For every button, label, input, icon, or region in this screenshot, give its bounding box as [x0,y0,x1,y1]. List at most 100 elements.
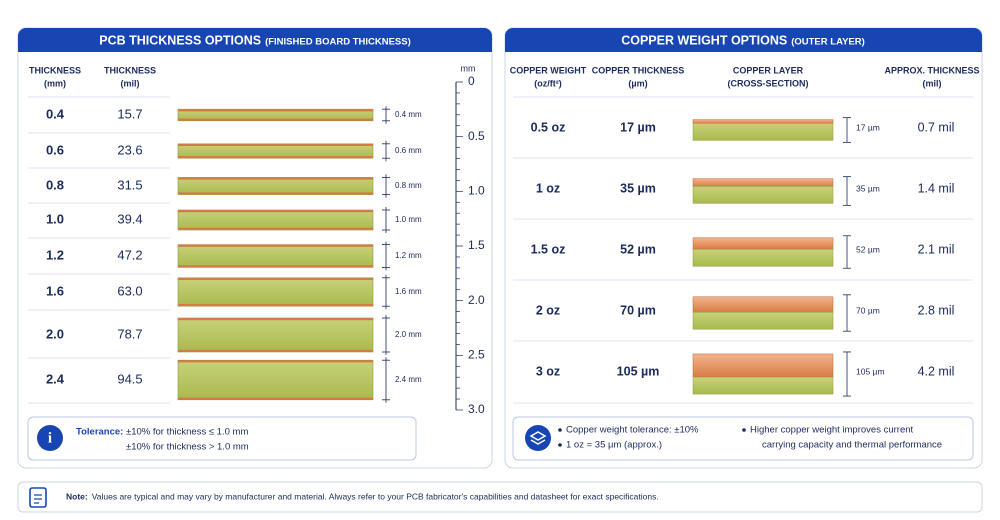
thickness-mm: 0.4 [46,106,65,121]
board-core [177,277,374,307]
core-layer [692,248,834,267]
board-core [177,317,374,353]
board-core [177,209,374,231]
dimension-label: 52 µm [856,244,880,254]
column-header: (mil) [121,78,140,88]
column-header: COPPER LAYER [733,65,804,75]
note-icon-lines [34,494,42,504]
copper-weight: 0.5 oz [531,120,566,134]
note-label: Note: [66,491,88,501]
board-copper-bottom [178,156,373,159]
ruler-label: 1.5 [468,238,485,252]
dimension-label: 0.6 mm [395,146,422,155]
column-header: APPROX. THICKNESS [884,65,979,75]
copper-thickness: 35 µm [620,181,656,195]
thickness-mm: 1.2 [46,247,64,262]
layers-icon [525,425,551,451]
column-header: (mm) [44,78,66,88]
dimension-label: 17 µm [856,122,880,132]
copper-layer [692,119,834,124]
thickness-mil: 63.0 [117,283,142,298]
core-layer [692,186,834,204]
tolerance-line: ±10% for thickness > 1.0 mm [126,442,249,453]
thickness-mil: 78.7 [117,326,142,341]
column-header: THICKNESS [104,65,156,75]
board-copper-bottom [178,192,373,195]
board-core [177,177,374,195]
layers-glyph [529,431,547,445]
board-copper-bottom [178,227,373,230]
board-copper-top [178,177,373,180]
copper-layer [692,296,834,313]
info-text: Higher copper weight improves current [750,425,914,436]
board-copper-bottom [178,304,373,307]
board-core [177,359,374,401]
board-copper-top [178,244,373,247]
ruler-unit: mm [461,63,476,73]
tolerance-label: Tolerance: [76,427,123,438]
copper-weight: 2 oz [536,303,560,317]
dimension-label: 2.0 mm [395,330,422,339]
info-icon [37,425,63,451]
copper-weight: 1 oz [536,181,560,195]
copper-thickness: 17 µm [620,120,656,134]
dimension-label: 1.2 mm [395,251,422,260]
thickness-mm: 1.6 [46,283,64,298]
info-box [512,416,974,461]
thickness-mm: 0.8 [46,177,64,192]
ruler-label: 0.5 [468,129,485,143]
copper-layer [692,178,834,187]
approx-thickness: 4.2 mil [918,364,955,378]
thickness-mm: 2.0 [46,326,64,341]
note-box [17,481,983,513]
thickness-mil: 94.5 [117,371,142,386]
thickness-mm: 2.4 [46,371,65,386]
column-header: (CROSS-SECTION) [728,78,809,88]
copper-layer [692,353,834,378]
ruler-label: 0 [468,74,475,88]
column-header: (µm) [628,78,647,88]
bullet [558,443,562,447]
ruler-label: 3.0 [468,402,485,416]
dimension-label: 35 µm [856,183,880,193]
core-layer [692,376,834,395]
approx-thickness: 0.7 mil [918,120,955,134]
panel-title: COPPER WEIGHT OPTIONS [621,33,787,47]
copper-thickness: 70 µm [620,303,656,317]
panel-title: PCB THICKNESS OPTIONS [99,33,261,47]
panel-subtitle: (FINISHED BOARD THICKNESS) [265,37,411,48]
dimension-label: 70 µm [856,305,880,315]
board-copper-bottom [178,349,373,352]
note-icon [29,487,47,508]
panel-subtitle: (OUTER LAYER) [791,37,865,48]
bullet [742,428,746,432]
board-copper-bottom [178,118,373,121]
thickness-mil: 23.6 [117,142,142,157]
board-copper-top [178,318,373,321]
copper-layer [692,237,834,250]
tolerance-line: ±10% for thickness ≤ 1.0 mm [126,427,248,438]
note-text: Values are typical and may vary by manuf… [92,491,659,501]
info-text: carrying capacity and thermal performanc… [762,440,942,451]
board-copper-top [178,360,373,363]
dimension-label: 0.8 mm [395,181,422,190]
column-header: THICKNESS [29,65,81,75]
column-header: (oz/ft²) [534,78,561,88]
copper-weight: 1.5 oz [531,242,566,256]
ruler-label: 1.0 [468,184,485,198]
copper-weight: 3 oz [536,364,560,378]
column-header: (mil) [923,78,942,88]
dimension-label: 1.0 mm [395,215,422,224]
thickness-mil: 47.2 [117,247,142,262]
dimension-label: 2.4 mm [395,375,422,384]
board-core [177,244,374,268]
thickness-mm: 0.6 [46,142,64,157]
board-copper-top [178,143,373,146]
thickness-mm: 1.0 [46,211,64,226]
thickness-mil: 39.4 [117,211,142,226]
dimension-label: 0.4 mm [395,110,422,119]
info-text: Copper weight tolerance: ±10% [566,425,699,436]
board-copper-bottom [178,397,373,400]
thickness-mil: 31.5 [117,177,142,192]
